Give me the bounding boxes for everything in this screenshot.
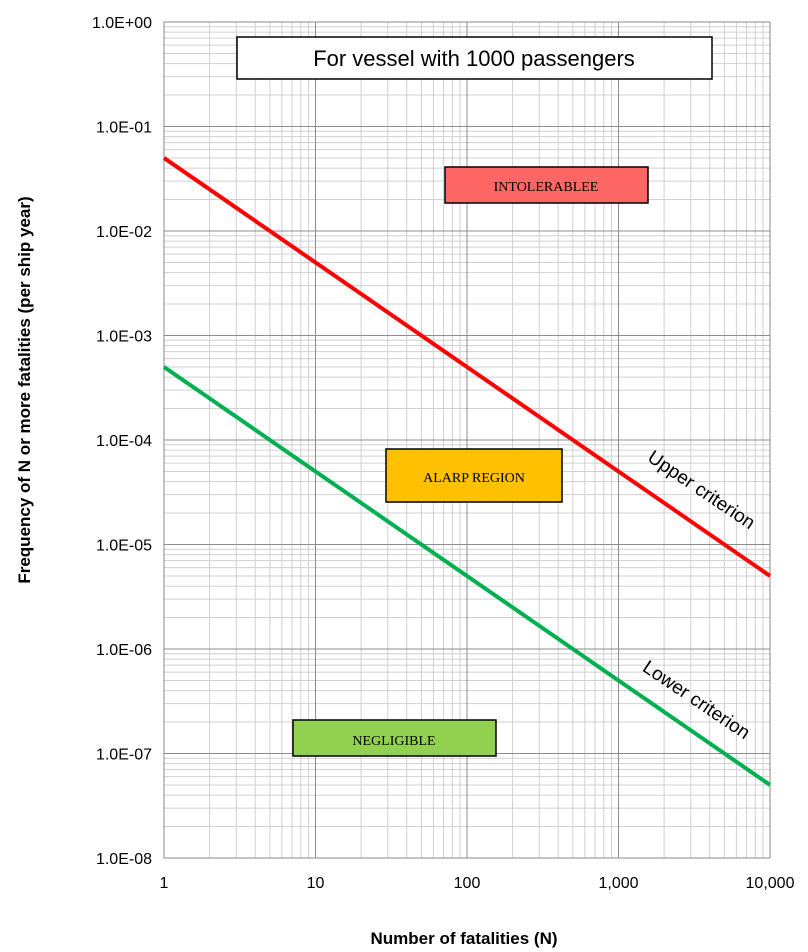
lower-criterion-line: [162, 365, 772, 787]
y-axis-title: Frequency of N or more fatalities (per s…: [15, 196, 34, 583]
y-tick-label: 1.0E-02: [96, 224, 152, 241]
y-tick-label: 1.0E+00: [92, 15, 152, 32]
chart-title: For vessel with 1000 passengers: [236, 36, 713, 80]
y-tick-label: 1.0E-03: [96, 329, 152, 346]
x-tick-label: 1,000: [598, 875, 638, 892]
region-intolerable-box: [444, 166, 649, 204]
x-tick-label: 10,000: [746, 875, 795, 892]
x-tick-label: 10: [307, 875, 325, 892]
x-axis-tick-labels: 1 10 100 1,000 10,000: [160, 875, 795, 892]
x-tick-label: 100: [454, 875, 481, 892]
y-tick-label: 1.0E-05: [96, 538, 152, 555]
y-tick-label: 1.0E-07: [96, 747, 152, 764]
upper-criterion-label: Upper criterion: [644, 447, 759, 534]
region-negligible: NEGLIGIBLE: [292, 719, 497, 757]
chart-title-box: [236, 36, 713, 80]
upper-criterion-line: [162, 156, 772, 578]
plot-area-frame: [163, 21, 771, 859]
region-alarp-box: [385, 448, 563, 503]
x-axis-title: Number of fatalities (N): [370, 929, 557, 948]
region-intolerable-label: INTOLERABLEE: [494, 180, 599, 195]
region-alarp: ALARP REGION: [385, 448, 563, 503]
chart-title-text: For vessel with 1000 passengers: [313, 46, 635, 71]
series-lines: [162, 156, 772, 787]
y-axis-tick-labels: 1.0E+00 1.0E-01 1.0E-02 1.0E-03 1.0E-04 1.0E-…: [92, 15, 152, 868]
x-tick-label: 1: [160, 875, 169, 892]
y-tick-label: 1.0E-04: [96, 433, 152, 450]
region-intolerable: INTOLERABLEE: [444, 166, 649, 204]
region-negligible-label: NEGLIGIBLE: [352, 734, 435, 749]
region-alarp-label: ALARP REGION: [423, 471, 525, 486]
y-tick-label: 1.0E-01: [96, 120, 152, 137]
y-tick-label: 1.0E-06: [96, 642, 152, 659]
y-tick-label: 1.0E-08: [96, 851, 152, 868]
region-negligible-box: [292, 719, 497, 757]
